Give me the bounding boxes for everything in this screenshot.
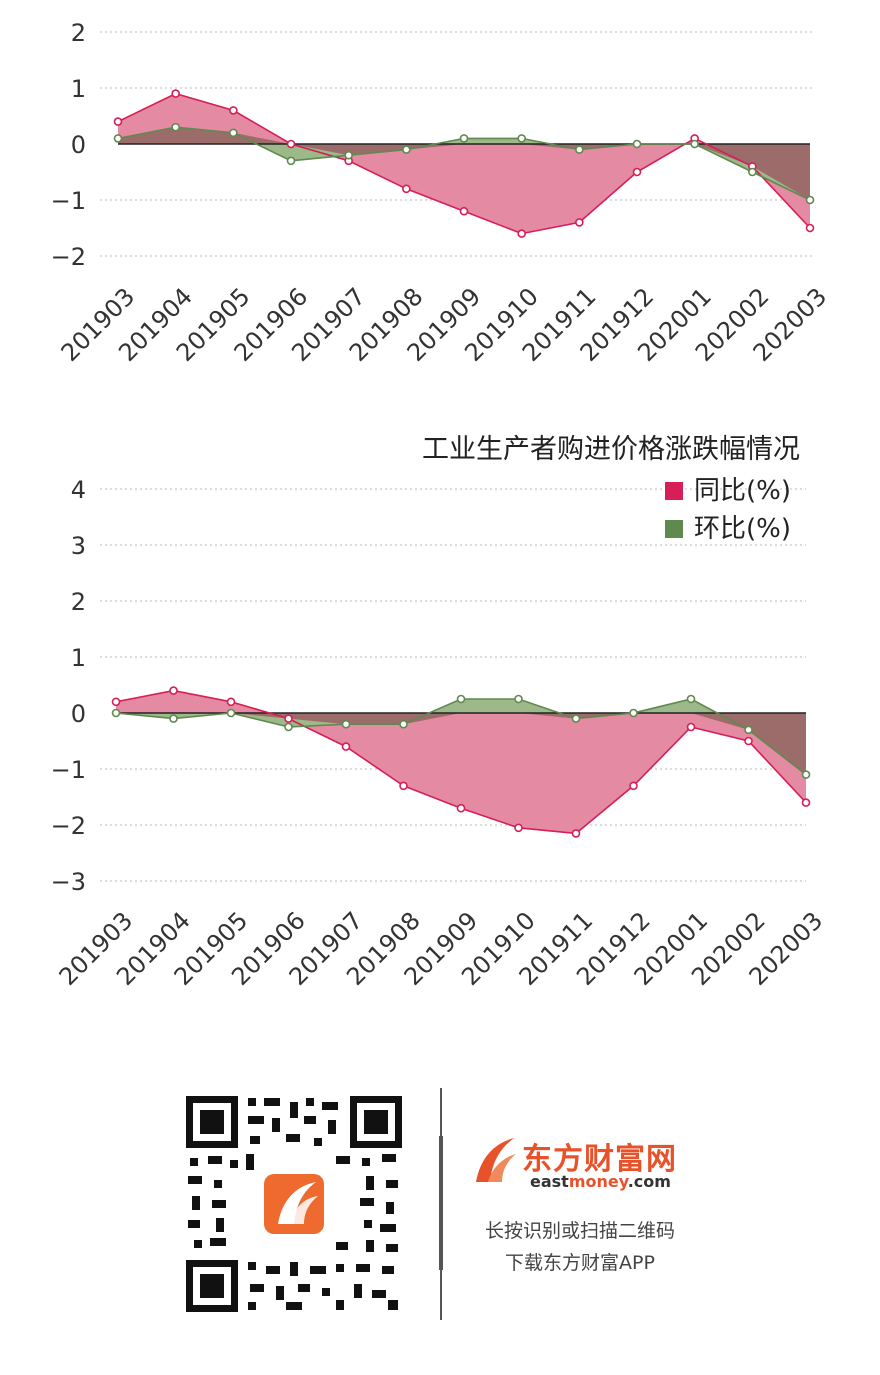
y-tick-label: −3 bbox=[51, 868, 86, 896]
point-yoy bbox=[341, 742, 351, 751]
chart-title: 工业生产者购进价格涨跌幅情况 bbox=[422, 434, 800, 465]
chart-bottom: 43210−1−2−320190320190420190520190620190… bbox=[51, 434, 829, 991]
point-mom bbox=[399, 719, 408, 729]
point-yoy bbox=[111, 697, 121, 707]
point-mom bbox=[286, 156, 296, 166]
brand-logo: 东方财富网 eastmoney.com bbox=[470, 1130, 730, 1200]
point-mom bbox=[113, 134, 123, 143]
y-tick-label: 1 bbox=[71, 644, 86, 672]
point-yoy bbox=[517, 229, 526, 238]
point-yoy bbox=[632, 167, 642, 177]
point-mom bbox=[171, 122, 180, 132]
point-yoy bbox=[805, 223, 815, 233]
point-mom bbox=[801, 770, 811, 779]
legend-label: 环比(%) bbox=[694, 514, 791, 544]
point-yoy bbox=[686, 722, 696, 732]
point-mom bbox=[229, 128, 238, 138]
y-tick-label: 1 bbox=[71, 75, 86, 103]
point-mom bbox=[571, 714, 581, 723]
area-series-yoy bbox=[118, 93, 810, 234]
chart-top: 210−1−2201903201904201905201906201907201… bbox=[51, 19, 833, 367]
point-mom bbox=[629, 708, 638, 718]
point-mom bbox=[341, 719, 351, 729]
point-mom bbox=[111, 708, 121, 718]
y-tick-label: −2 bbox=[51, 812, 86, 840]
area-series-yoy bbox=[116, 690, 806, 834]
point-yoy bbox=[171, 89, 180, 98]
point-mom bbox=[575, 145, 584, 154]
y-tick-label: 3 bbox=[71, 532, 86, 560]
point-mom bbox=[744, 725, 753, 735]
point-mom bbox=[686, 694, 696, 704]
point-mom bbox=[402, 145, 411, 154]
point-yoy bbox=[744, 736, 753, 746]
y-tick-label: −2 bbox=[51, 243, 86, 271]
point-yoy bbox=[169, 686, 178, 695]
point-yoy bbox=[113, 117, 123, 126]
hint-download-app: 下载东方财富APP bbox=[505, 1252, 655, 1274]
point-mom bbox=[805, 195, 815, 205]
point-mom bbox=[284, 722, 293, 732]
legend-swatch bbox=[665, 520, 683, 538]
brand-mark-icon bbox=[476, 1138, 516, 1182]
point-yoy bbox=[575, 218, 584, 227]
point-yoy bbox=[801, 798, 811, 807]
y-tick-label: 0 bbox=[71, 131, 86, 159]
point-yoy bbox=[284, 714, 293, 723]
y-tick-label: −1 bbox=[51, 756, 86, 784]
y-tick-label: 4 bbox=[71, 476, 86, 504]
point-yoy bbox=[399, 781, 408, 791]
area-overlap bbox=[116, 713, 806, 775]
point-mom bbox=[514, 694, 523, 704]
y-tick-label: −1 bbox=[51, 187, 86, 215]
point-yoy bbox=[229, 106, 238, 115]
point-yoy bbox=[459, 206, 469, 216]
point-mom bbox=[456, 694, 466, 704]
point-mom bbox=[169, 714, 178, 723]
y-tick-label: 2 bbox=[71, 588, 86, 616]
point-mom bbox=[517, 134, 526, 143]
point-mom bbox=[632, 139, 642, 149]
point-yoy bbox=[514, 823, 523, 833]
point-yoy bbox=[226, 697, 236, 707]
point-mom bbox=[226, 708, 236, 718]
legend-label: 同比(%) bbox=[694, 476, 791, 506]
point-mom bbox=[690, 139, 699, 149]
point-yoy bbox=[286, 139, 296, 149]
y-tick-label: 0 bbox=[71, 700, 86, 728]
point-yoy bbox=[629, 781, 638, 791]
footer-divider bbox=[439, 1088, 443, 1320]
point-yoy bbox=[402, 184, 411, 194]
point-yoy bbox=[456, 803, 466, 813]
point-mom bbox=[748, 167, 757, 177]
legend-swatch bbox=[665, 482, 683, 500]
brand-name: 东方财富网 bbox=[522, 1142, 677, 1177]
hint-scan-qr: 长按识别或扫描二维码 bbox=[484, 1220, 675, 1242]
brand-url: eastmoney.com bbox=[530, 1172, 671, 1191]
point-mom bbox=[459, 134, 469, 143]
point-mom bbox=[344, 150, 353, 160]
point-yoy bbox=[571, 829, 581, 838]
y-tick-label: 2 bbox=[71, 19, 86, 47]
area-overlap bbox=[118, 127, 810, 200]
qr-code[interactable] bbox=[186, 1096, 402, 1312]
